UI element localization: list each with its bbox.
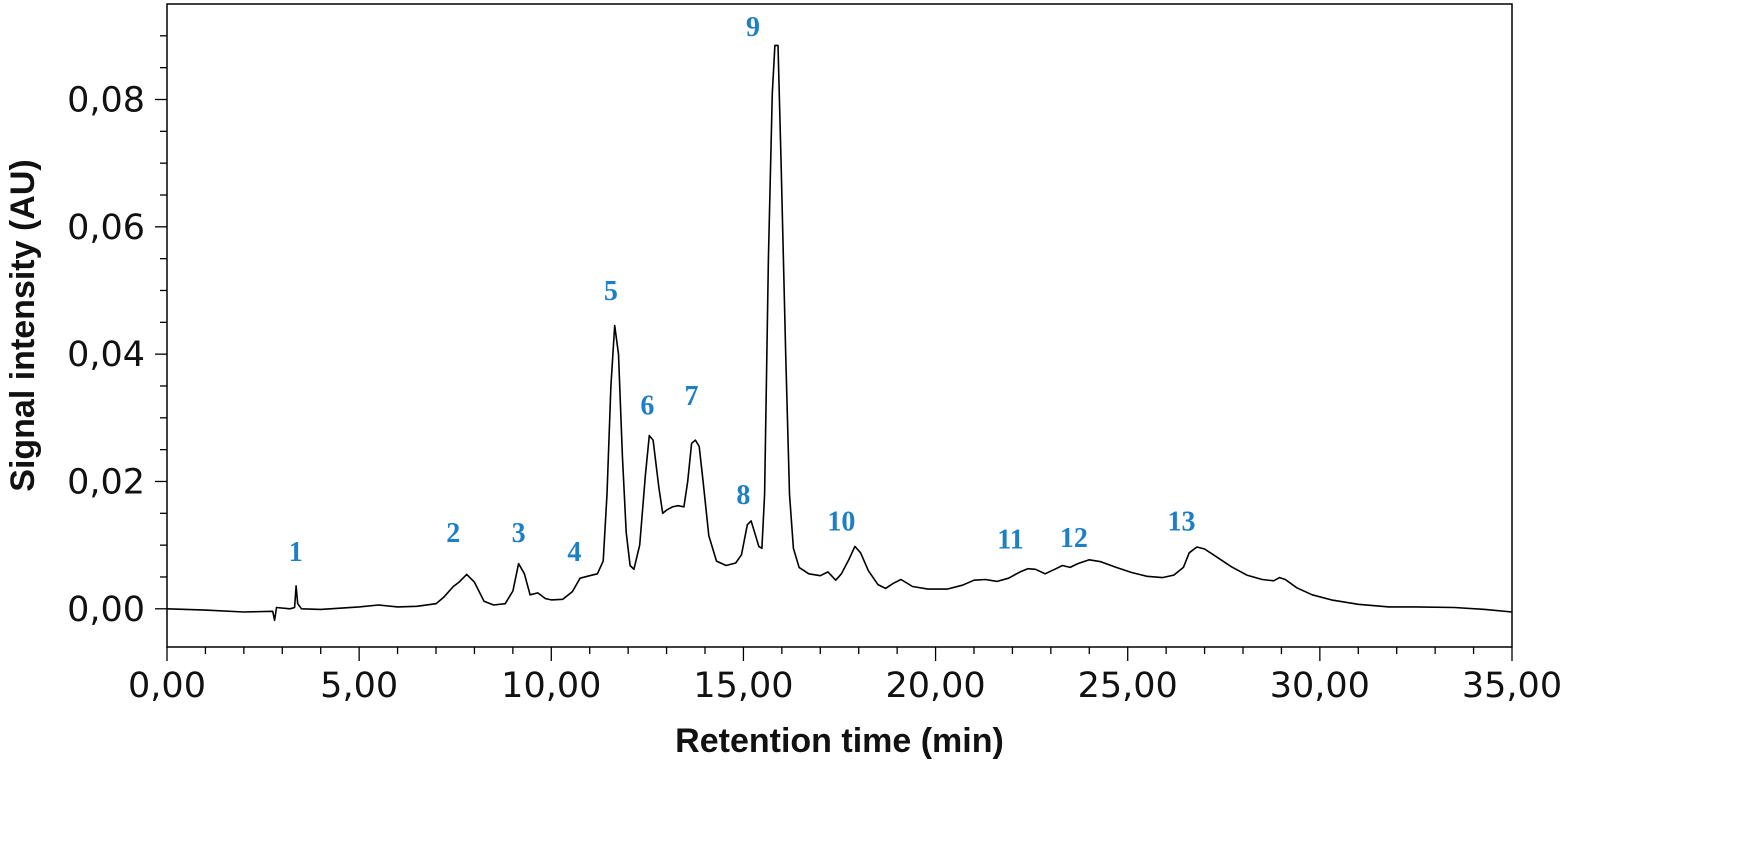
peak-label: 13 [1168, 506, 1196, 537]
y-axis-title: Signal intensity (AU) [4, 159, 42, 491]
x-axis: 0,00 5,00 10,00 15,00 20,00 25,00 30,00 35,00 [128, 647, 1562, 706]
y-tick-label: 0,04 [67, 335, 145, 375]
peak-label: 1 [289, 537, 303, 568]
peak-label: 10 [827, 506, 855, 537]
series-group [166, 44, 1513, 622]
x-tick-label: 30,00 [1270, 666, 1370, 706]
x-tick-label: 20,00 [885, 666, 985, 706]
peak-label: 8 [736, 480, 750, 511]
peak-label: 9 [746, 12, 760, 43]
peak-label: 3 [512, 518, 526, 549]
x-tick-label: 0,00 [128, 666, 206, 706]
peak-label: 5 [604, 276, 618, 307]
peak-label: 11 [997, 524, 1023, 555]
peak-label: 6 [640, 391, 654, 422]
series-line [166, 44, 1513, 622]
peak-label: 7 [685, 381, 699, 412]
x-tick-label: 15,00 [693, 666, 793, 706]
plot-frame [166, 3, 1513, 648]
y-tick-label: 0,02 [67, 462, 145, 502]
y-axis: 0,00 0,02 0,04 0,06 0,08 [67, 35, 167, 630]
x-tick-label: 35,00 [1462, 666, 1562, 706]
peak-label: 12 [1060, 523, 1088, 554]
y-tick-label: 0,06 [67, 208, 145, 248]
plot-border [166, 3, 1513, 648]
peak-label: 2 [446, 518, 460, 549]
x-tick-label: 25,00 [1078, 666, 1178, 706]
x-axis-title: Retention time (min) [675, 722, 1004, 760]
y-tick-label: 0,08 [67, 80, 145, 120]
x-tick-label: 10,00 [501, 666, 601, 706]
x-tick-label: 5,00 [320, 666, 398, 706]
y-tick-label: 0,00 [67, 590, 145, 630]
peak-label: 4 [567, 537, 581, 568]
